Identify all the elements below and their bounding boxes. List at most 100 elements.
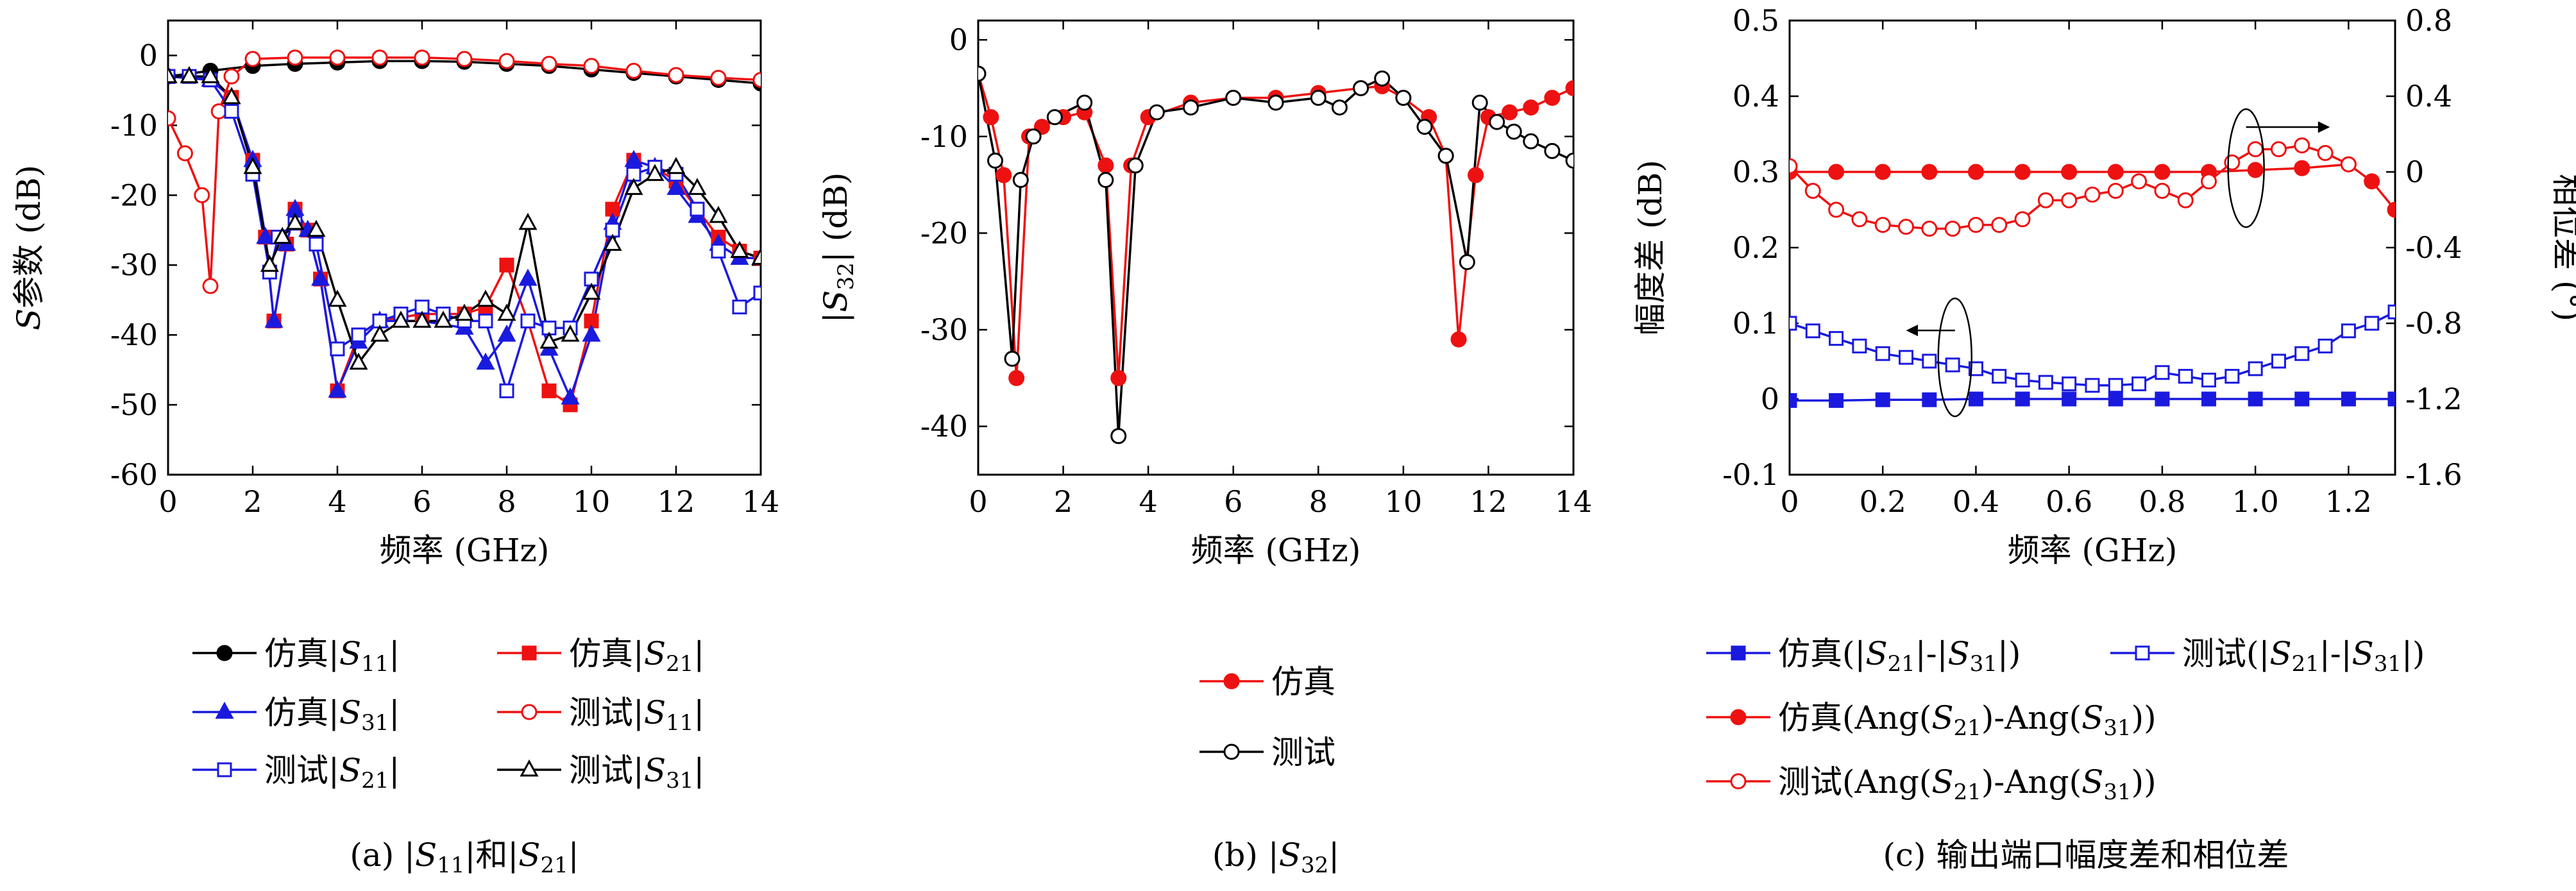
data-point-s5 — [201, 66, 220, 83]
series-layer — [168, 49, 761, 412]
legend-label-part: S — [1931, 763, 1953, 801]
y-tick-label: -20 — [920, 216, 968, 250]
caption-part: 21 — [540, 853, 568, 878]
y-tick-label: -60 — [110, 457, 158, 492]
legend-label-part: 测试(| — [2182, 635, 2269, 672]
data-point-s1 — [987, 152, 1004, 169]
data-point-s3 — [1804, 183, 1821, 199]
data-point-s0 — [2062, 391, 2077, 407]
legend-label-part: S — [644, 694, 666, 731]
data-point-s2 — [624, 149, 643, 167]
data-point-s3 — [194, 187, 210, 203]
data-point-s2 — [311, 268, 330, 286]
data-point-s1 — [2038, 375, 2053, 390]
y-tick-label: 0.3 — [1733, 155, 1779, 189]
data-point-s1 — [1992, 369, 2007, 384]
legend-label-part: 测试(Ang( — [1778, 763, 1931, 801]
legend-label-part: S — [339, 752, 361, 789]
data-point-s0 — [1523, 99, 1539, 116]
data-point-s1 — [1046, 109, 1063, 126]
data-point-s3 — [498, 53, 515, 69]
data-point-s1 — [1437, 148, 1454, 164]
y-tick-label: -40 — [110, 318, 158, 352]
legend-label-part: |-| — [1915, 635, 1948, 672]
data-point-s5 — [222, 87, 241, 105]
legend-label-part: 11 — [666, 710, 693, 736]
x-tick-label: 4 — [1139, 484, 1158, 519]
legend-label-part: 仿真(Ang( — [1778, 699, 1931, 736]
legend-label: 仿真|S11| — [264, 635, 400, 677]
data-point-s3 — [541, 56, 557, 72]
data-point-s3 — [625, 62, 642, 79]
data-point-s0 — [2387, 391, 2395, 407]
y-tick-label-right: 0.4 — [2405, 79, 2452, 114]
legend-label-part: 31 — [2103, 715, 2131, 741]
data-point-s3 — [287, 49, 303, 66]
legend-label-part: | — [693, 694, 704, 731]
x-tick-label: 0.4 — [1953, 484, 1999, 519]
data-point-s3 — [329, 49, 346, 66]
data-point-s5 — [260, 255, 279, 272]
legend-marker — [1731, 645, 1746, 661]
data-point-s3 — [244, 51, 261, 67]
data-point-s1 — [1852, 338, 1867, 353]
data-point-s0 — [1502, 104, 1518, 121]
data-point-s5 — [688, 178, 707, 195]
x-tick-label: 10 — [1385, 484, 1423, 519]
legend-label: 测试|S31| — [569, 752, 704, 793]
data-point-s3 — [2084, 186, 2101, 203]
data-point-s2 — [561, 387, 580, 405]
data-point-s3 — [2317, 145, 2334, 161]
data-point-s3 — [1790, 158, 1798, 174]
data-point-s5 — [180, 66, 199, 83]
legend-label-part: 31 — [2374, 651, 2402, 677]
caption-part: | — [1328, 836, 1339, 874]
data-point-s5 — [349, 352, 368, 370]
x-tick-label: 6 — [412, 484, 431, 519]
data-point-s2 — [582, 325, 601, 342]
chart-c: 0 0.2 0.4 0.6 0.8 1.0 1.20.50.40.30.20.10-0.10… — [1632, 3, 2576, 874]
data-point-s5 — [307, 219, 326, 237]
data-point-s1 — [2387, 304, 2395, 319]
data-point-s3 — [2224, 154, 2241, 171]
y-tick-label: -10 — [920, 119, 968, 154]
data-point-s5 — [285, 212, 305, 230]
legend-label-part: 测试 — [1271, 734, 1335, 771]
y-axis-label: |S32| (dB) — [817, 173, 859, 323]
data-point-s1 — [1489, 114, 1505, 130]
legend-label-part: )-Ang( — [1981, 699, 2081, 736]
data-point-s2 — [328, 380, 347, 398]
data-point-s0 — [1922, 392, 1937, 407]
data-point-s1 — [2364, 316, 2380, 331]
data-point-s3 — [2131, 173, 2148, 190]
data-point-s0 — [1450, 331, 1467, 348]
series-line-0 — [1790, 398, 2395, 402]
plot-frame — [167, 19, 762, 476]
data-point-s3 — [456, 51, 473, 67]
legend-marker — [1223, 743, 1240, 760]
data-point-s2 — [2107, 164, 2124, 180]
y-tick-label: -30 — [920, 312, 968, 347]
data-point-s0 — [2341, 391, 2356, 407]
y-axis-label-right: 相位差 (°) — [2548, 174, 2576, 321]
data-point-s2 — [2387, 201, 2395, 218]
legend-label: 仿真 — [1271, 663, 1335, 700]
data-point-s4 — [499, 383, 514, 398]
data-point-s3 — [1921, 221, 1938, 237]
data-point-s4 — [351, 327, 366, 343]
data-point-s1 — [2108, 378, 2123, 393]
data-point-s5 — [434, 310, 453, 328]
data-point-s3 — [1898, 219, 1915, 235]
y-axis-label-left: 幅度差 (dB) — [1632, 160, 1669, 335]
data-point-s0 — [1544, 90, 1561, 106]
data-point-s0 — [2294, 391, 2310, 407]
x-tick-label: 1.2 — [2325, 484, 2372, 519]
data-point-s1 — [1829, 331, 1844, 346]
legend-label-part: 21 — [361, 768, 389, 793]
legend-label: 仿真(|S21|-|S31|) — [1778, 635, 2021, 677]
data-point-s1 — [1968, 361, 1983, 377]
data-point-s3 — [1874, 217, 1891, 233]
data-point-s1 — [1459, 254, 1475, 271]
legend-label-part: S — [339, 694, 361, 731]
